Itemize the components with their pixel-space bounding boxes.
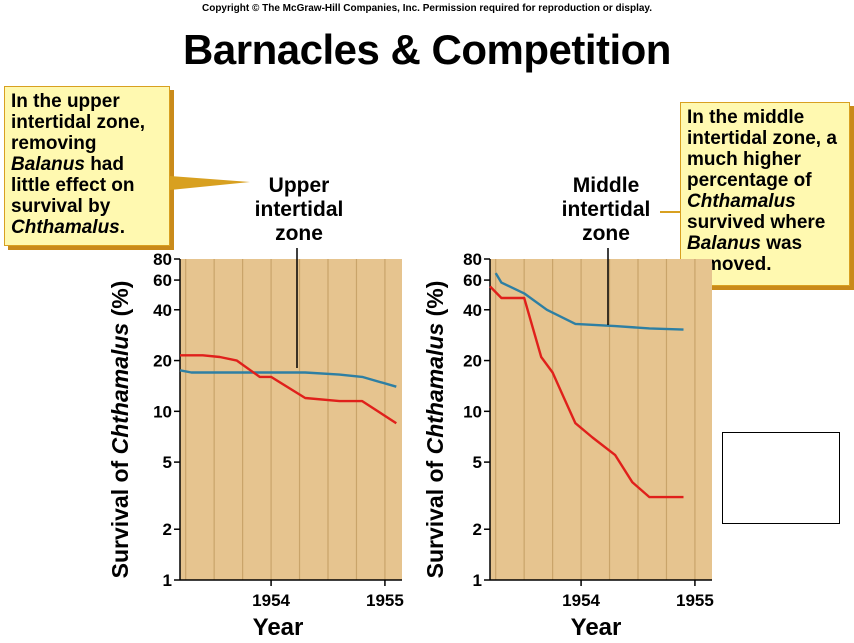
panel-title-line: zone [275,222,323,245]
series-line-balanus-present [180,354,397,425]
plot-area [490,259,712,580]
y-axis-label-part: (%) [422,281,448,323]
y-tick-label: 10 [463,402,482,421]
series-line-balanus-removed [494,272,684,331]
y-tick-label: 2 [473,520,482,539]
y-tick-label: 60 [153,271,172,290]
callout-italic: Balanus [687,233,761,254]
y-tick-label: 1 [473,571,482,590]
y-tick-label: 40 [463,301,482,320]
y-tick-label: 80 [463,250,482,269]
panel-title-line: intertidal [562,198,651,221]
page-title: Barnacles & Competition [183,26,671,73]
x-tick-label: 1954 [252,591,290,610]
panel-title-line: Middle [573,174,640,197]
y-tick-label: 1 [163,571,172,590]
y-tick-label: 5 [163,453,172,472]
y-axis-label-part: Survival of [107,454,133,578]
x-axis-label: Year [253,614,304,641]
x-tick-label: 1955 [676,591,714,610]
x-tick-label: 1955 [366,591,404,610]
y-axis-label-part: Survival of [422,454,448,578]
callout-italic: Chthamalus [11,217,120,238]
callout-upper-zone: In the upper intertidal zone, removing B… [4,86,170,246]
y-tick-label: 40 [153,301,172,320]
series-line-balanus-present [489,285,684,499]
callout-text: In the upper intertidal zone, removing [11,91,146,154]
callout-pointer-left [170,176,250,190]
copyright-notice: Copyright © The McGraw-Hill Companies, I… [201,3,653,14]
series-line-balanus-removed [179,369,397,388]
y-tick-label: 5 [473,453,482,472]
y-tick-label: 10 [153,402,172,421]
callout-text: survived where [687,212,826,233]
y-tick-label: 2 [163,520,172,539]
y-tick-label: 20 [153,352,172,371]
legend [722,432,840,524]
callout-text: . [119,217,126,238]
chart-panel-2: 1 2 5 10 20 40 60 80 1954 1955 Year Survival of Cht… [422,174,714,641]
panel-title-line: zone [582,222,630,245]
callout-italic: Chthamalus [687,191,796,212]
callout-italic: Balanus [11,154,85,175]
x-tick-label: 1954 [562,591,600,610]
y-axis-label-part: Chthamalus [107,323,133,455]
y-axis-label: Survival of Chthamalus (%) [107,281,133,579]
callout-text: In the middle intertidal zone, a much hi… [687,107,837,191]
y-tick-label: 60 [463,271,482,290]
y-axis-label-part: (%) [107,281,133,323]
y-tick-label: 20 [463,352,482,371]
y-axis-label-part: Chthamalus [422,323,448,455]
callout-middle-zone: In the middle intertidal zone, a much hi… [680,102,850,286]
y-axis-label: Survival of Chthamalus (%) [422,281,448,579]
y-tick-label: 80 [153,250,172,269]
chart-panel-1: 1 2 5 10 20 40 60 80 1954 1955 Year Survival of Cht… [107,174,404,641]
panel-title-line: intertidal [255,198,344,221]
x-axis-label: Year [571,614,622,641]
panel-title-line: Upper [269,174,330,197]
plot-area [180,259,402,580]
callout-text: had little effect on survival by [11,154,135,217]
